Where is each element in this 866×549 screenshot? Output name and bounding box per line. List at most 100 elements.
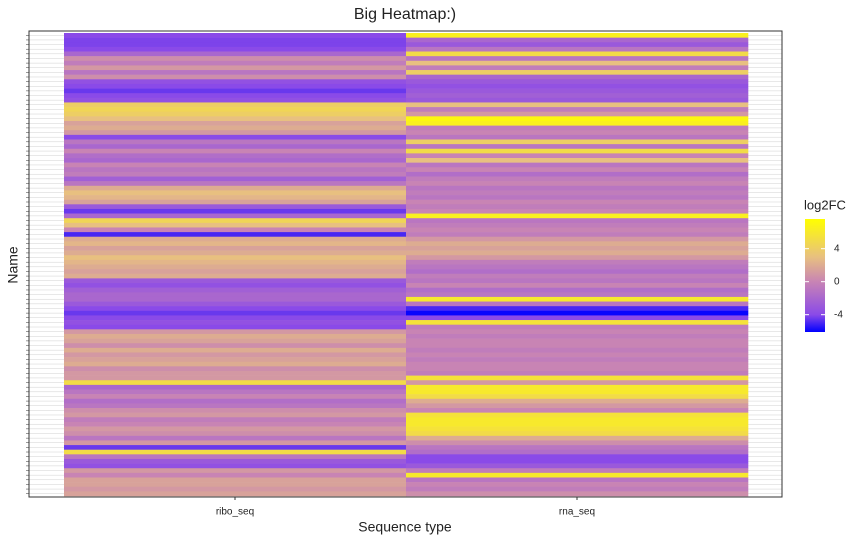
heatmap-cell xyxy=(64,107,407,113)
heatmap-cell xyxy=(64,116,407,122)
heatmap-cell xyxy=(64,273,407,279)
heatmap-cell xyxy=(406,306,749,312)
heatmap-cell xyxy=(64,46,407,52)
heatmap-cell xyxy=(406,273,749,279)
heatmap-cell xyxy=(64,60,407,66)
heatmap-cell xyxy=(64,421,407,427)
heatmap-cell xyxy=(64,357,407,363)
heatmap-cell xyxy=(406,218,749,224)
heatmap-cell xyxy=(64,56,407,62)
heatmap-cell xyxy=(64,70,407,75)
heatmap-cell xyxy=(64,83,407,89)
heatmap-cell xyxy=(406,70,749,75)
heatmap-cell xyxy=(64,222,407,228)
heatmap-cell xyxy=(64,111,407,117)
heatmap-cell xyxy=(406,468,749,474)
heatmap-cell xyxy=(406,199,749,205)
heatmap-cell xyxy=(406,153,749,159)
heatmap-cell xyxy=(406,426,749,432)
heatmap-cell xyxy=(64,347,407,353)
heatmap-cell xyxy=(406,148,749,154)
heatmap-cell xyxy=(64,125,407,131)
heatmap-cell xyxy=(406,227,749,233)
heatmap-cell xyxy=(64,93,407,99)
heatmap-cell xyxy=(64,380,407,386)
heatmap-cell xyxy=(64,463,407,469)
heatmap-cell xyxy=(64,338,407,344)
heatmap-cell xyxy=(64,477,407,483)
heatmap-cell xyxy=(406,97,749,103)
heatmap-cell xyxy=(64,370,407,376)
heatmap-cell xyxy=(406,398,749,404)
heatmap-cell xyxy=(406,329,749,335)
heatmap-cell xyxy=(406,357,749,363)
heatmap-cell xyxy=(64,445,407,450)
heatmap-cell xyxy=(406,88,749,94)
heatmap-cell xyxy=(406,250,749,256)
heatmap-cell xyxy=(64,394,407,400)
heatmap-cell xyxy=(406,93,749,99)
heatmap-cell xyxy=(406,491,749,497)
heatmap-cell xyxy=(406,190,749,196)
heatmap-cell xyxy=(64,431,407,437)
heatmap-cell xyxy=(64,482,407,488)
heatmap-cell xyxy=(64,426,407,432)
heatmap-cell xyxy=(64,130,407,136)
heatmap-cell xyxy=(64,120,407,126)
heatmap-cell xyxy=(64,361,407,367)
heatmap-cell xyxy=(406,421,749,427)
heatmap-cell xyxy=(64,491,407,497)
heatmap-cell xyxy=(64,440,407,446)
heatmap-cell xyxy=(406,130,749,136)
heatmap-cell xyxy=(406,435,749,441)
heatmap-cell xyxy=(406,343,749,349)
heatmap-cell xyxy=(406,394,749,400)
heatmap-cell xyxy=(406,42,749,48)
heatmap-cell xyxy=(406,185,749,191)
heatmap-cell xyxy=(64,352,407,358)
heatmap-cell xyxy=(64,185,407,191)
heatmap-cell xyxy=(64,486,407,492)
heatmap-cell xyxy=(406,107,749,113)
heatmap-cell xyxy=(406,51,749,57)
heatmap-cell xyxy=(64,33,407,38)
heatmap-cell xyxy=(406,162,749,168)
heatmap-cell xyxy=(64,195,407,200)
heatmap-cell xyxy=(64,176,407,182)
heatmap-cell xyxy=(64,306,407,312)
heatmap-cell xyxy=(64,408,407,413)
heatmap-cell xyxy=(406,46,749,52)
heatmap-cell xyxy=(406,320,749,325)
heatmap-cell xyxy=(406,283,749,288)
heatmap-cell xyxy=(64,65,407,71)
heatmap-cell xyxy=(406,454,749,460)
heatmap-cell xyxy=(406,417,749,423)
heatmap-cell xyxy=(64,320,407,325)
heatmap-cell xyxy=(64,283,407,288)
heatmap-cell xyxy=(64,134,407,140)
heatmap-cell xyxy=(406,384,749,390)
heatmap-cell xyxy=(64,227,407,233)
heatmap-cell xyxy=(406,412,749,418)
heatmap-cell xyxy=(64,181,407,187)
heatmap-cell xyxy=(64,435,407,441)
heatmap-cell xyxy=(406,486,749,492)
heatmap-cell xyxy=(406,195,749,200)
x-tick-label: rna_seq xyxy=(559,507,595,518)
heatmap-cell xyxy=(406,445,749,450)
heatmap-cell xyxy=(64,333,407,339)
heatmap-cell xyxy=(406,375,749,381)
heatmap-cell xyxy=(64,167,407,173)
heatmap-cell xyxy=(64,292,407,298)
heatmap-cell xyxy=(64,449,407,455)
heatmap-cell xyxy=(64,264,407,270)
heatmap-cell xyxy=(64,310,407,316)
heatmap-cell xyxy=(64,102,407,108)
heatmap-cell xyxy=(406,255,749,261)
heatmap-cell xyxy=(64,74,407,80)
panel-border xyxy=(28,30,783,498)
heatmap-cell xyxy=(64,472,407,478)
heatmap-cell xyxy=(406,213,749,219)
y-axis-title: Name xyxy=(5,246,21,284)
